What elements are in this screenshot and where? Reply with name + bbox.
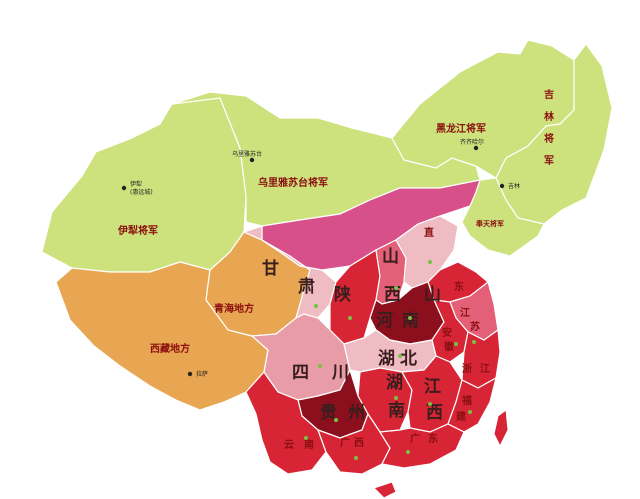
label-nan: 南	[388, 400, 405, 421]
label-jilin-2: 林	[544, 110, 555, 123]
label-zhi: 直	[424, 226, 434, 239]
label-fu: 福	[461, 394, 472, 407]
label-ili: 伊犁将军	[117, 224, 158, 237]
island-taiwan	[493, 409, 509, 448]
province-gansu: 甘肃	[242, 225, 337, 320]
label-su-js: 苏	[470, 320, 480, 333]
city-dot-qiqihar	[473, 145, 479, 151]
province-fujian: 福建	[447, 376, 497, 433]
label-guang: 广	[340, 436, 350, 449]
label-heilongjiang: 黑龙江将军	[436, 122, 486, 135]
label-dong: 东	[454, 280, 464, 293]
label-xi: 西	[384, 285, 401, 305]
city-uliastai: 乌里雅苏台	[232, 150, 262, 158]
region-ili	[41, 97, 247, 273]
label-shan-sd: 山	[424, 285, 441, 305]
label-shaan: 陕	[334, 284, 351, 305]
label-chuan: 川	[331, 363, 349, 383]
label-hui: 徽	[443, 340, 455, 353]
label-bei: 北	[400, 349, 417, 369]
label-dong-gd: 东	[428, 432, 438, 445]
label-xi-gx: 西	[354, 437, 364, 449]
label-jilin-4: 军	[544, 155, 554, 167]
label-jiang-zj: 江	[480, 362, 490, 375]
label-uliastai: 乌里雅苏台将军	[258, 176, 328, 189]
city-lhasa: 拉萨	[196, 370, 208, 378]
capital-dot	[468, 410, 472, 414]
label-shan: 山	[382, 247, 399, 267]
label-hu: 湖	[378, 349, 395, 369]
capital-dot	[314, 304, 318, 308]
label-gan: 甘	[262, 258, 279, 279]
capital-dot	[394, 286, 398, 290]
label-qinghai: 青海地方	[214, 302, 254, 315]
label-gui: 贵	[320, 402, 337, 423]
capital-dot	[348, 316, 352, 320]
capital-dot	[454, 342, 458, 346]
capital-dot	[334, 418, 338, 422]
label-fengtian: 奉天将军	[476, 219, 504, 228]
province-anhui: 安徽	[431, 299, 469, 363]
city-dot-uliastai	[249, 157, 255, 163]
label-he: 河	[376, 311, 393, 331]
label-xi-jx: 西	[426, 403, 443, 423]
capital-dot	[318, 364, 322, 368]
island-hainan	[373, 481, 397, 499]
label-jiang: 江	[460, 306, 470, 319]
label-an: 安	[442, 326, 452, 339]
label-su: 肃	[298, 277, 315, 297]
city-dot-lhasa	[187, 371, 193, 377]
city-qiqihar: 齐齐哈尔	[460, 138, 484, 146]
capital-dot	[394, 396, 398, 400]
capital-dot	[428, 260, 432, 264]
capital-dot	[472, 340, 476, 344]
city-jilin: 吉林	[508, 182, 520, 190]
label-nan-hn: 南	[402, 310, 419, 331]
capital-dot	[398, 354, 402, 358]
city-dot-jilin	[499, 183, 505, 189]
label-hu-hn: 湖	[386, 373, 403, 393]
label-jiang-jx: 江	[424, 377, 441, 397]
city-huiyuan: (惠远城)	[130, 188, 153, 196]
label-jilin-3: 将	[544, 132, 554, 145]
label-si: 四	[292, 363, 309, 383]
label-jian: 建	[455, 410, 467, 423]
label-zhou: 州	[347, 403, 365, 423]
label-yun: 云	[284, 439, 294, 451]
label-tibet: 西藏地方	[150, 342, 190, 355]
capital-dot	[408, 316, 412, 320]
label-guang-gd: 广	[410, 432, 420, 445]
capital-dot	[428, 402, 432, 406]
capital-dot	[304, 436, 308, 440]
province-guangdong: 广东	[378, 423, 465, 469]
city-dot-ili	[121, 185, 127, 191]
capital-dot	[406, 450, 410, 454]
capital-dot	[354, 456, 358, 460]
label-nan-yn: 南	[304, 438, 314, 451]
city-ili: 伊犁	[130, 180, 142, 188]
label-jilin-1: 吉	[544, 88, 554, 101]
label-zhe: 浙	[462, 362, 472, 375]
